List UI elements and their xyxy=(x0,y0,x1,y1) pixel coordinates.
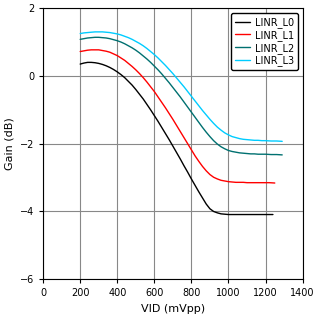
LINR_L0 xyxy=(226,213,230,217)
LINR_L3 xyxy=(215,125,219,129)
LINR_L2 xyxy=(189,110,193,114)
LINR_L2 xyxy=(197,121,201,124)
LINR_L3 xyxy=(78,32,82,36)
LINR_L1 xyxy=(204,169,208,173)
LINR_L0 xyxy=(271,213,275,217)
LINR_L2 xyxy=(93,35,97,39)
LINR_L0 xyxy=(78,62,82,66)
LINR_L1 xyxy=(89,48,93,52)
LINR_L2 xyxy=(156,68,160,72)
LINR_L3 xyxy=(93,30,97,34)
X-axis label: VID (mVpp): VID (mVpp) xyxy=(141,304,205,314)
LINR_L3 xyxy=(197,104,201,108)
Line: LINR_L1: LINR_L1 xyxy=(80,50,275,183)
LINR_L2 xyxy=(201,126,204,129)
Line: LINR_L3: LINR_L3 xyxy=(80,32,282,141)
LINR_L2 xyxy=(115,39,119,43)
Legend: LINR_L0, LINR_L1, LINR_L2, LINR_L3: LINR_L0, LINR_L1, LINR_L2, LINR_L3 xyxy=(231,13,298,70)
LINR_L1 xyxy=(230,180,234,184)
LINR_L1 xyxy=(134,68,138,72)
LINR_L1 xyxy=(197,159,201,163)
LINR_L1 xyxy=(193,154,197,158)
LINR_L0 xyxy=(204,202,208,206)
LINR_L0 xyxy=(86,60,90,64)
LINR_L3 xyxy=(280,139,284,143)
LINR_L3 xyxy=(189,94,193,98)
LINR_L3 xyxy=(201,108,204,112)
LINR_L0 xyxy=(208,207,212,211)
LINR_L2 xyxy=(280,153,284,157)
LINR_L1 xyxy=(78,50,82,53)
LINR_L1 xyxy=(252,181,256,184)
Y-axis label: Gain (dB): Gain (dB) xyxy=(4,117,14,170)
LINR_L0 xyxy=(193,183,197,187)
LINR_L0 xyxy=(234,213,238,217)
LINR_L2 xyxy=(78,38,82,41)
LINR_L0 xyxy=(197,190,201,194)
LINR_L3 xyxy=(115,32,119,36)
Line: LINR_L0: LINR_L0 xyxy=(80,62,273,215)
LINR_L0 xyxy=(134,87,138,91)
LINR_L3 xyxy=(156,56,160,60)
LINR_L1 xyxy=(273,181,277,185)
LINR_L2 xyxy=(215,142,219,146)
Line: LINR_L2: LINR_L2 xyxy=(80,37,282,155)
